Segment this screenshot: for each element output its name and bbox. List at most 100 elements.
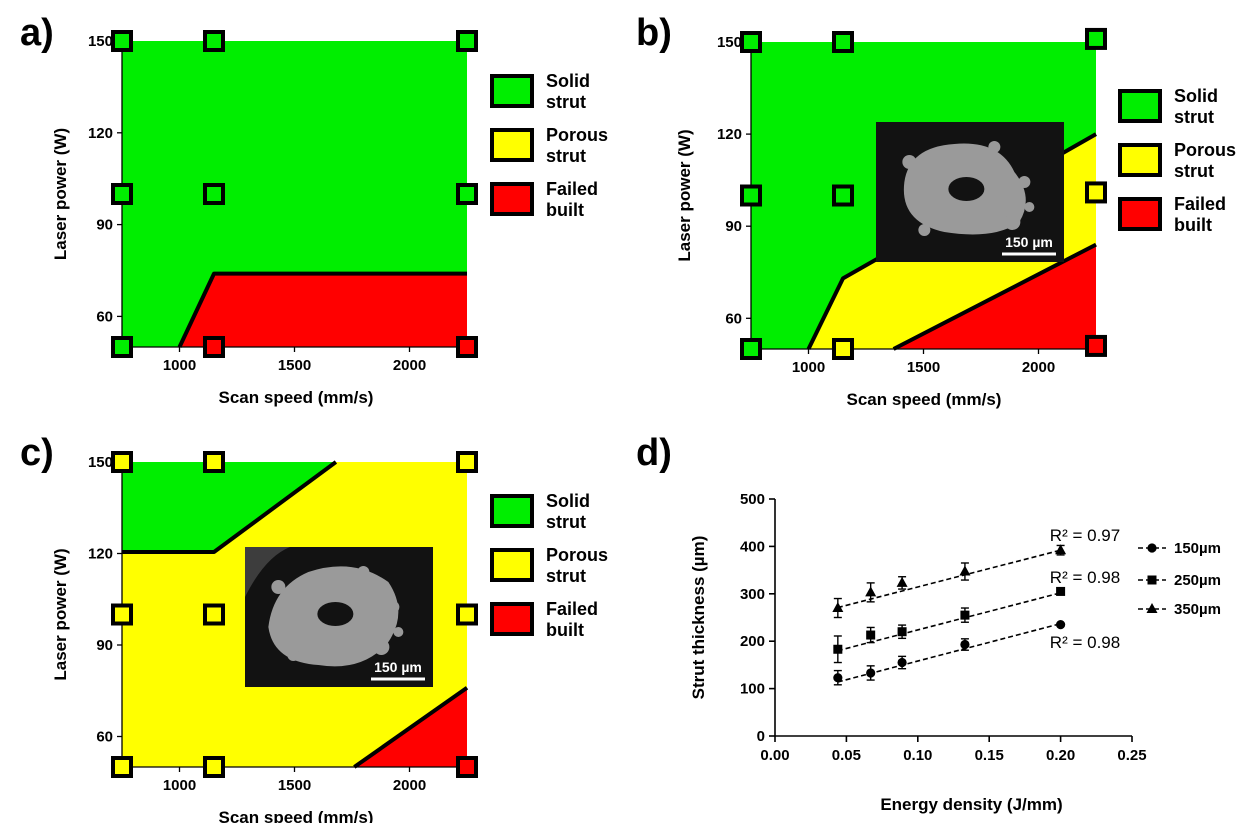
powder-particle [1024,202,1035,212]
fit-line [837,549,1061,609]
legend-swatch [490,128,534,162]
x-tick-label: 2000 [1022,359,1055,376]
data-point [1055,544,1067,555]
data-point [1147,575,1157,585]
data-marker [1085,27,1107,50]
y-tick-label: 200 [740,633,765,650]
x-tick-label: 1500 [278,777,311,794]
y-tick-label: 300 [740,586,765,603]
legend-label-line: Failed [1174,194,1226,214]
panel-label: a) [20,12,54,54]
data-marker [832,184,854,207]
legend-label-line: Solid [546,71,590,91]
x-tick-label: 1000 [792,359,825,376]
data-marker [111,30,133,52]
x-axis-label: Scan speed (mm/s) [219,808,374,823]
fit-line [837,592,1061,652]
legend-label-line: strut [1174,107,1214,127]
data-marker [203,451,225,473]
data-marker [111,603,133,626]
series-circle: R² = 0.98 [833,620,1120,686]
x-tick-label: 0.15 [975,747,1004,764]
data-point [896,576,908,587]
data-point [960,610,970,620]
data-point [866,630,876,640]
y-tick-label: 90 [96,637,113,654]
y-axis-label: Strut thickness (µm) [689,536,708,700]
data-marker [111,336,133,358]
y-tick-label: 120 [88,546,113,563]
y-tick-label: 120 [88,125,113,142]
data-point [960,639,970,650]
legend-label: 350µm [1174,601,1221,618]
powder-particle [287,649,300,661]
y-tick-label: 100 [740,681,765,698]
series-triangle: R² = 0.97 [832,526,1120,619]
legend-label-line: strut [1174,161,1214,181]
legend-swatch [1118,197,1162,231]
legend-label-line: Solid [1174,86,1218,106]
r-squared-label: R² = 0.97 [1050,526,1120,545]
legend-label: 150µm [1174,540,1221,557]
legend-swatch [490,74,534,108]
legend-swatch [1118,143,1162,177]
data-marker [740,184,762,207]
x-tick-label: 1000 [163,777,196,794]
data-marker [456,756,478,778]
legend-swatch [490,494,534,528]
legend-entry: 350µm [1138,601,1221,618]
panel-label: d) [636,432,672,474]
data-marker [203,603,225,626]
legend-label-line: Porous [546,125,608,145]
x-tick-label: 1000 [163,357,196,374]
panel-b: 60 90 120 150 1000 1500 2000 Scan speed (mm/s) L… [636,12,1236,409]
data-point [865,586,877,597]
data-point [897,627,907,637]
strut-pore [317,602,354,626]
powder-particle [357,566,370,578]
panel-label: b) [636,12,672,54]
legend-label: 250µm [1174,572,1221,589]
powder-particle [902,155,917,169]
powder-particle [1004,214,1021,230]
y-tick-label: 90 [725,218,742,235]
data-marker [456,603,478,626]
data-marker [740,338,762,360]
legend-swatch [490,182,534,216]
data-marker [111,183,133,205]
legend-entry: 250µm [1138,572,1221,589]
data-point [1056,620,1066,630]
data-marker [111,756,133,778]
y-tick-label: 150 [88,454,113,471]
boundary-line [122,460,338,554]
legend-label-line: strut [546,566,586,586]
fit-line [837,622,1061,683]
y-tick-label: 60 [96,308,113,325]
legend-label-line: Failed [546,179,598,199]
data-point [832,602,844,613]
panel-a: 60 90 120 150 1000 1500 2000 Scan speed (mm/s) L… [20,12,608,407]
legend-label-line: built [546,200,584,220]
data-point [1147,543,1157,553]
legend-label-line: strut [546,92,586,112]
scale-bar-label: 150 µm [374,659,422,675]
inset-micrograph: 150 µm [876,122,1064,262]
x-tick-label: 0.20 [1046,747,1075,764]
data-marker [456,451,478,473]
y-axis-label: Laser power (W) [51,548,70,680]
legend-swatch [490,548,534,582]
y-axis-label: Laser power (W) [51,128,70,260]
legend-label-line: Porous [546,545,608,565]
x-axis-label: Scan speed (mm/s) [847,390,1002,409]
data-point [866,668,876,678]
y-tick-label: 0 [757,728,765,745]
data-marker [832,338,854,360]
powder-particle [271,580,286,594]
legend-label-line: strut [546,146,586,166]
y-tick-label: 60 [96,729,113,746]
data-marker [1085,334,1107,357]
x-tick-label: 0.10 [903,747,932,764]
r-squared-label: R² = 0.98 [1050,568,1120,587]
